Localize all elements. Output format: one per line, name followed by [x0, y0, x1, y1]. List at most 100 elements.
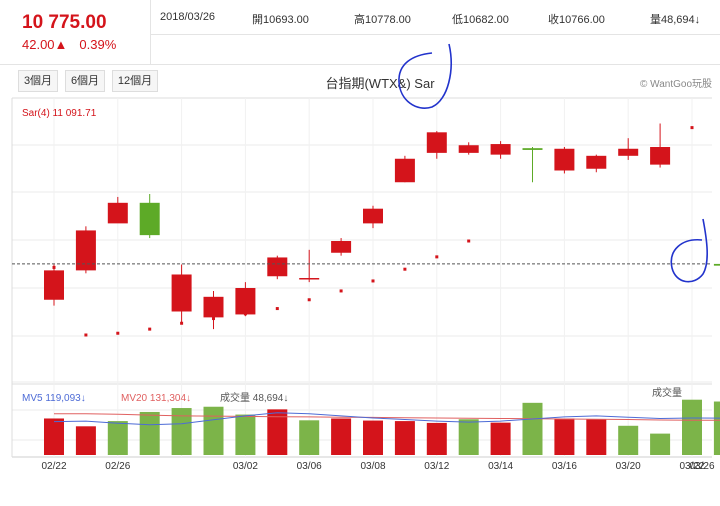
ohlc-stats: 2018/03/26 開10693.00 高10778.00 低10682.00… [150, 0, 720, 35]
volume-bar [203, 406, 224, 455]
high-value: 10778.00 [365, 14, 411, 26]
candle [363, 205, 383, 229]
volume-bar [458, 419, 479, 455]
volume-bar [107, 421, 128, 455]
high-stat: 高10778.00 [354, 11, 411, 27]
candle [458, 142, 479, 155]
range-6m-button[interactable]: 6個月 [65, 70, 105, 92]
x-tick-label: 03/12 [424, 461, 449, 472]
candle-body [650, 147, 671, 165]
low-label: 低 [452, 14, 463, 26]
low-stat: 低10682.00 [452, 11, 509, 27]
low-value: 10682.00 [463, 14, 509, 26]
change-points: 42.00▲ [22, 37, 68, 52]
volume-bar [554, 418, 575, 455]
quote-date: 2018/03/26 [160, 11, 216, 23]
close-stat: 收10766.00 [548, 11, 605, 27]
candle-body [522, 148, 543, 150]
candle [107, 196, 128, 224]
mv5-line [53, 412, 720, 426]
candle-body [586, 155, 607, 169]
sar-dot [180, 321, 184, 325]
candle [139, 194, 160, 239]
candle [203, 290, 224, 330]
volume-value: 48,694↓ [661, 14, 701, 26]
x-tick-label: 03/16 [552, 461, 577, 472]
volume-bar [363, 420, 383, 455]
candle [490, 141, 511, 159]
volume-bar [618, 425, 639, 455]
volume-bar [586, 419, 607, 455]
sar-dot [435, 255, 439, 259]
volume-bar [522, 402, 543, 455]
sar-dot [116, 331, 120, 335]
candle-body [75, 230, 96, 271]
open-stat: 開10693.00 [252, 11, 309, 27]
x-tick-label: 03/22 [679, 461, 704, 472]
candle [426, 131, 447, 159]
candle [235, 282, 256, 317]
sar-dot [339, 289, 343, 293]
change-percent: 0.39% [79, 37, 117, 52]
credit-text: © WantGoo玩股 [640, 79, 713, 90]
volume-bar [331, 418, 352, 455]
sar-dot [371, 279, 375, 283]
moving-average-lines [53, 412, 720, 426]
sar-dot [243, 312, 247, 316]
price-change: 42.00▲ 0.39% [22, 37, 116, 52]
candle [618, 138, 639, 160]
candle-body [394, 158, 415, 183]
price-box: 10 775.00 42.00▲ 0.39% [0, 0, 151, 64]
candle-body [299, 278, 320, 280]
sar-indicator-label: Sar(4) 11 091.71 [22, 108, 97, 119]
x-tick-label: 03/06 [297, 461, 322, 472]
candle-body [44, 270, 64, 300]
range-12m-button[interactable]: 12個月 [112, 70, 158, 92]
mv5-label: MV5 119,093↓ [22, 393, 86, 404]
x-tick-label: 03/14 [488, 461, 513, 472]
high-label: 高 [354, 14, 365, 26]
mv20-line [54, 413, 720, 421]
volume-bar [426, 422, 447, 455]
candle [394, 155, 415, 183]
x-tick-label: 03/02 [233, 461, 258, 472]
candle [650, 123, 671, 168]
sar-dot [212, 317, 215, 321]
candle [331, 238, 352, 256]
volume-bar [713, 401, 720, 455]
volume-bar [490, 422, 511, 455]
volume-bars [44, 399, 720, 455]
candle [44, 264, 64, 306]
candle-body [363, 208, 383, 224]
x-tick-label: 03/26 [689, 461, 714, 472]
volume-bar [139, 411, 160, 455]
candles [44, 123, 720, 330]
candle-body [458, 145, 479, 153]
sar-dot [148, 327, 152, 331]
candle [522, 147, 543, 183]
candle-body [107, 202, 128, 224]
close-value: 10766.00 [559, 14, 605, 26]
annotation-circle-title [398, 43, 452, 109]
candle [171, 264, 192, 324]
mv20-label: MV20 131,304↓ [121, 393, 191, 404]
candle-body [713, 263, 720, 266]
candle-body [267, 257, 288, 277]
candle-body [235, 288, 256, 315]
x-tick-label: 03/08 [360, 461, 385, 472]
sar-dot [275, 307, 279, 311]
candle-body [139, 202, 160, 236]
volume-bar [44, 418, 64, 455]
candle-body [426, 132, 447, 153]
open-value: 10693.00 [263, 14, 309, 26]
sar-dot [307, 298, 311, 302]
candle-body [490, 144, 511, 155]
chart-title: 台指期(WTX&) Sar [325, 76, 435, 91]
candle-body [554, 148, 575, 171]
hand-annotations [398, 43, 708, 283]
open-label: 開 [252, 14, 263, 26]
volume-bar [650, 433, 671, 455]
annotation-circle-last [670, 218, 708, 283]
range-3m-button[interactable]: 3個月 [18, 70, 58, 92]
volume-indicator-label: 成交量 48,694↓ [220, 391, 288, 404]
